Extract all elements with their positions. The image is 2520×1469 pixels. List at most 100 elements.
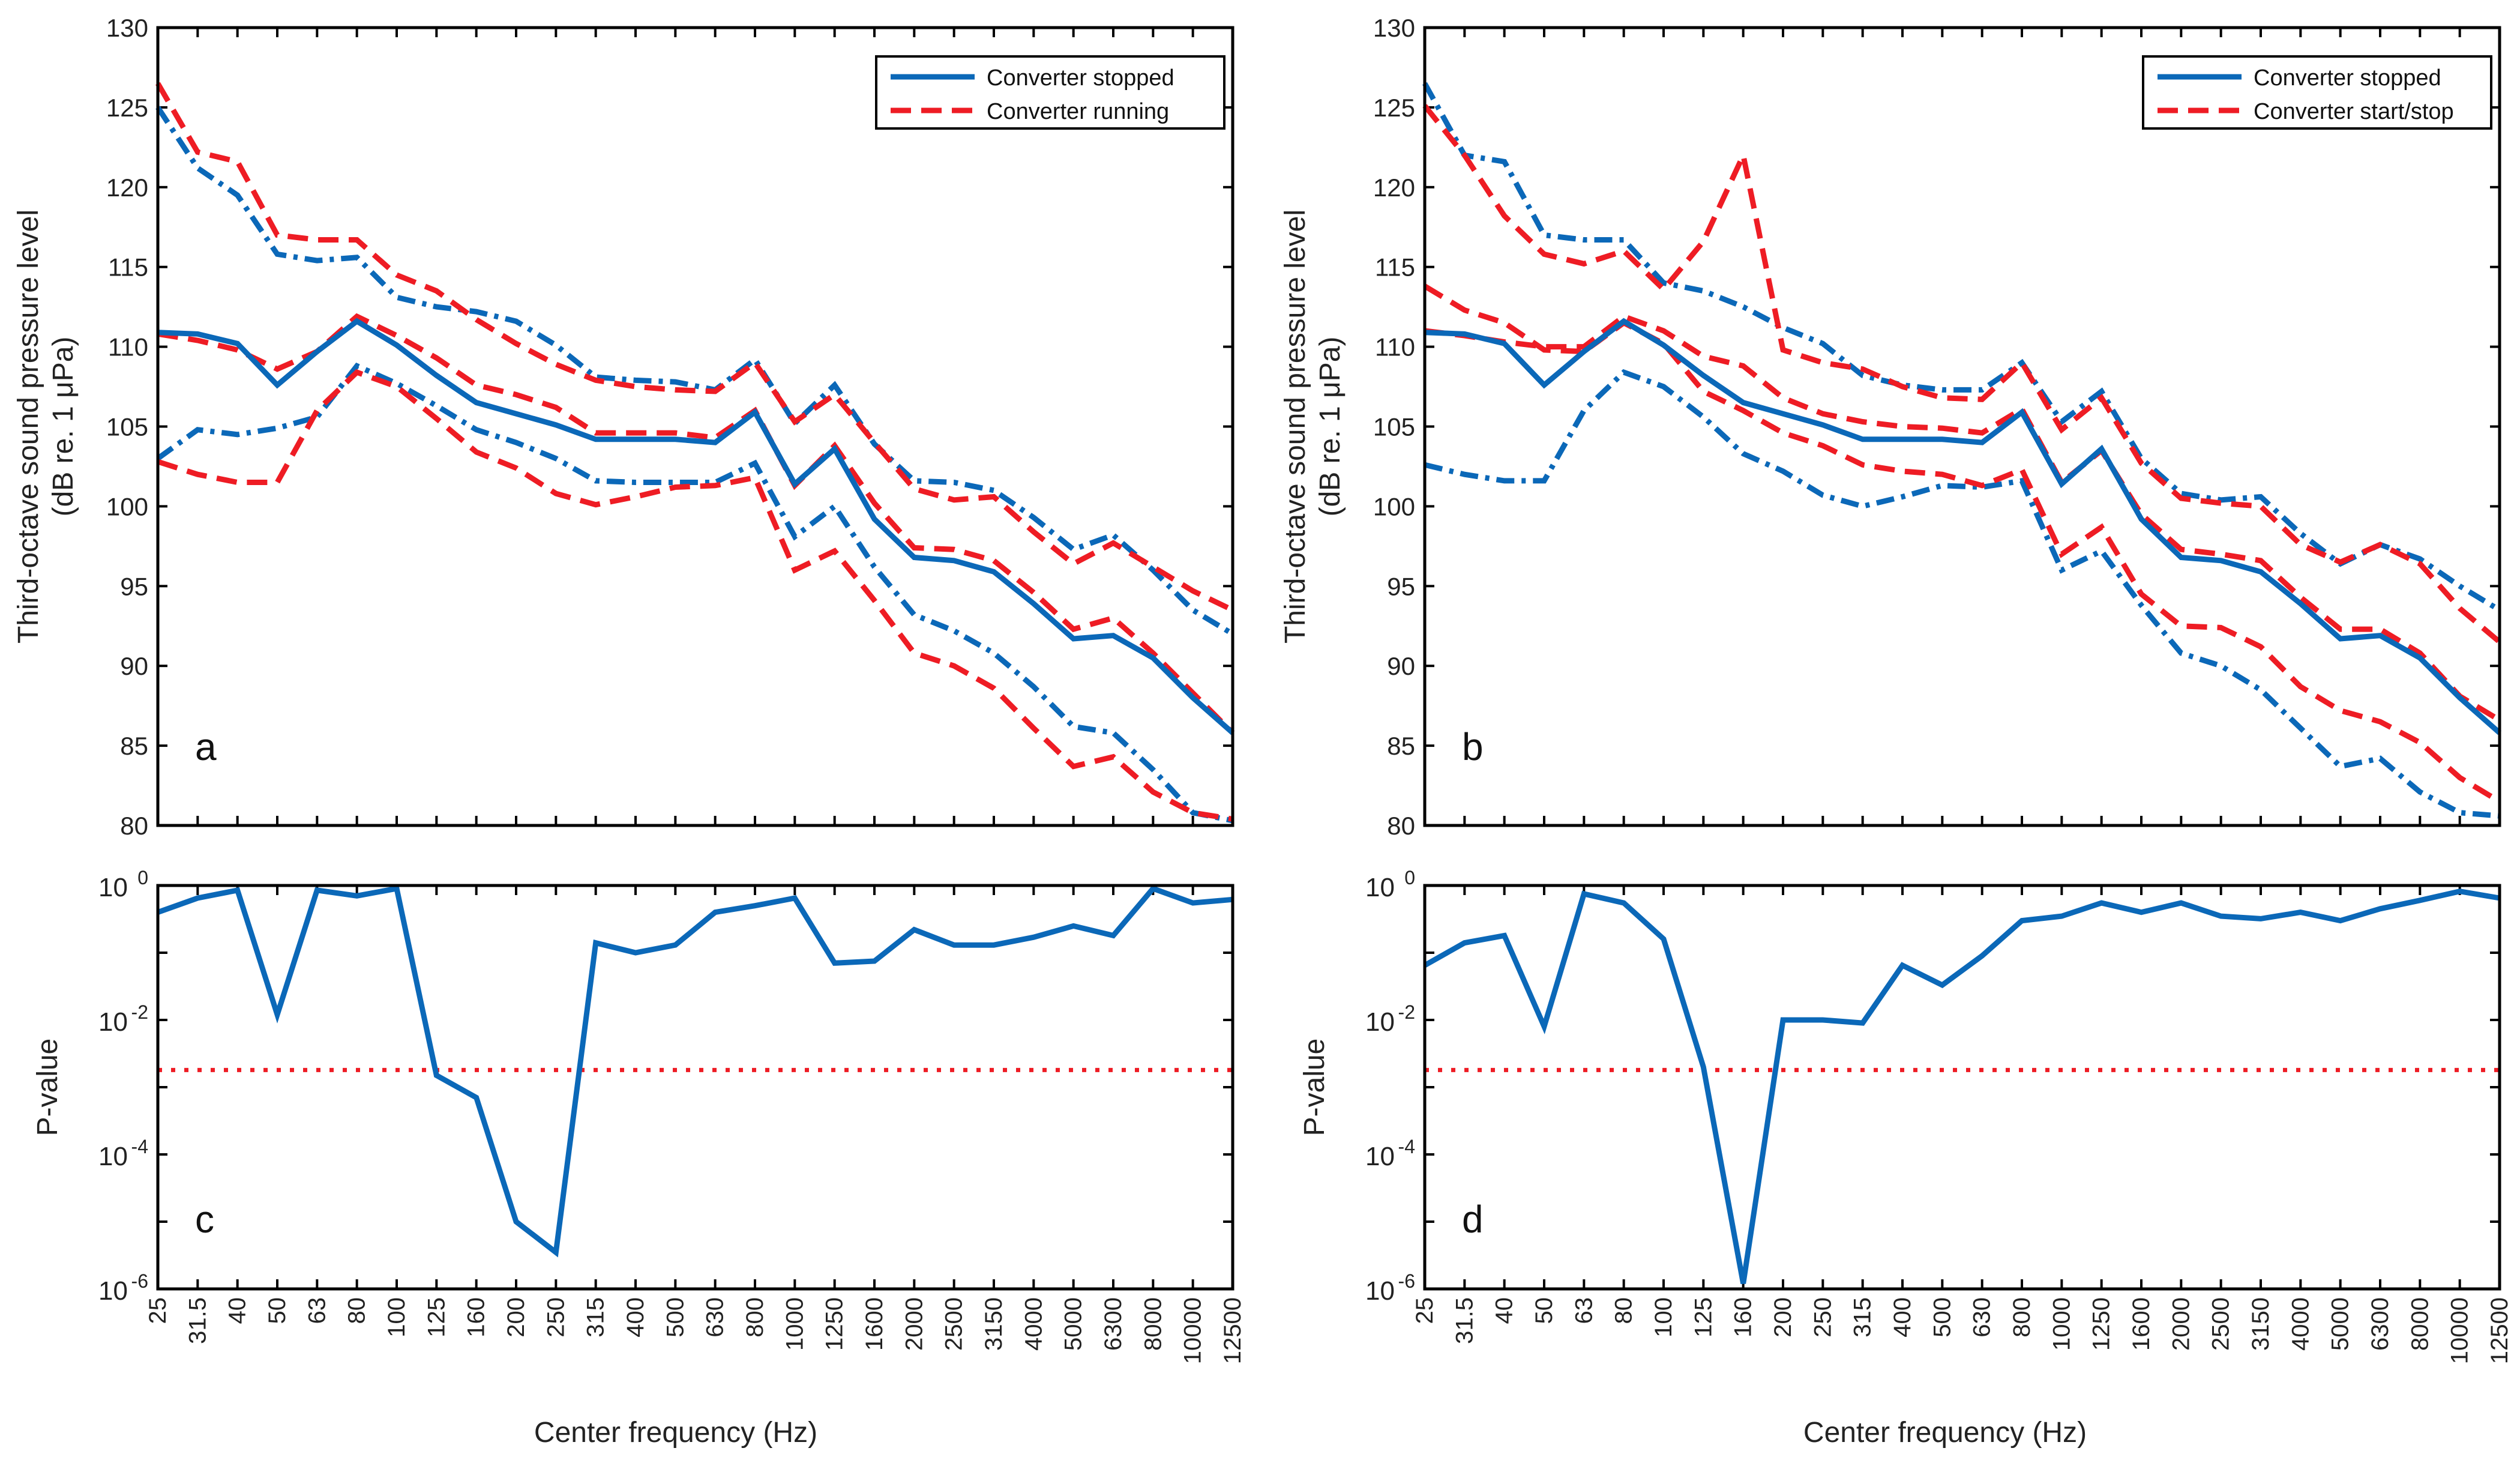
x-tick-label: 250 xyxy=(1809,1297,1836,1338)
series-line-solid xyxy=(157,885,1233,1258)
y-tick-label-exponent: -4 xyxy=(131,1136,148,1157)
x-tick-label: 3150 xyxy=(2248,1297,2274,1351)
series-line-dashed xyxy=(1424,313,2501,723)
x-tick-label: 4000 xyxy=(2287,1297,2314,1351)
x-tick-label: 630 xyxy=(702,1297,729,1338)
x-tick-label: 80 xyxy=(344,1297,370,1324)
x-tick-label: 50 xyxy=(264,1297,290,1324)
panel-letter: b xyxy=(1462,725,1484,768)
x-axis-label-right: Center frequency (Hz) xyxy=(1803,1417,2087,1449)
x-tick-label: 800 xyxy=(742,1297,768,1338)
x-tick-label: 25 xyxy=(145,1297,171,1324)
y-tick-label: 85 xyxy=(120,732,148,760)
legend: Converter stopped Converter running xyxy=(875,55,1225,130)
x-tick-label: 80 xyxy=(1611,1297,1637,1324)
x-tick-label: 2500 xyxy=(2208,1297,2234,1351)
y-tick-label-exponent: -2 xyxy=(1398,1001,1415,1023)
x-tick-label: 125 xyxy=(1690,1297,1716,1338)
y-tick-label-exponent: -6 xyxy=(131,1270,148,1292)
x-tick-label: 400 xyxy=(622,1297,649,1338)
y-tick-label: 90 xyxy=(120,652,148,680)
y-tick-label: 80 xyxy=(1387,812,1415,840)
y-tick-label-exponent: 0 xyxy=(137,867,148,888)
panel-letter: c xyxy=(195,1198,214,1241)
x-tick-label: 8000 xyxy=(2407,1297,2433,1351)
x-tick-label: 100 xyxy=(383,1297,410,1338)
x-tick-label: 500 xyxy=(662,1297,688,1338)
x-tick-label: 40 xyxy=(224,1297,251,1324)
x-tick-label: 500 xyxy=(1929,1297,1955,1338)
plot-frame xyxy=(156,26,1234,827)
x-tick-label: 125 xyxy=(423,1297,450,1338)
x-tick-label: 200 xyxy=(1770,1297,1796,1338)
series-line-dashed xyxy=(157,369,1233,822)
y-tick-label: 110 xyxy=(1375,333,1415,361)
y-tick-label: 80 xyxy=(120,812,148,840)
y-tick-label: 10 xyxy=(98,1007,128,1037)
y-tick-label: 130 xyxy=(106,14,148,42)
y-tick-label: 10 xyxy=(98,1142,128,1171)
x-tick-label: 12500 xyxy=(2486,1297,2513,1364)
y-axis-label-line1: Third-octave sound pressure level xyxy=(13,210,44,644)
y-tick-label: 125 xyxy=(1373,94,1415,122)
y-tick-label: 10 xyxy=(1365,1142,1395,1171)
y-tick-label: 110 xyxy=(108,333,148,361)
x-tick-label: 4000 xyxy=(1020,1297,1047,1351)
panel-a: 80 85 90 95 100 105 110 115 120 125 130 a Third-octa… xyxy=(13,14,1235,840)
y-tick-label: 10 xyxy=(98,873,128,902)
legend-box xyxy=(875,55,1225,130)
y-axis-label-line2: (dB re. 1 μPa) xyxy=(47,337,79,517)
x-axis-label-left: Center frequency (Hz) xyxy=(534,1417,817,1449)
y-tick-label: 85 xyxy=(1387,732,1415,760)
y-tick-label-exponent: -4 xyxy=(1398,1136,1415,1157)
x-tick-label: 5000 xyxy=(1060,1297,1087,1351)
x-tick-label: 31.5 xyxy=(184,1297,211,1344)
x-tick-label: 6300 xyxy=(1100,1297,1126,1351)
x-tick-label: 800 xyxy=(2009,1297,2035,1338)
x-tick-label: 5000 xyxy=(2327,1297,2354,1351)
series-line-dashdot xyxy=(1422,82,2501,613)
y-axis-label-line1: Third-octave sound pressure level xyxy=(1280,210,1311,644)
x-tick-label: 8000 xyxy=(1140,1297,1166,1351)
y-tick-label: 105 xyxy=(106,413,148,441)
series-line-dashdot xyxy=(155,106,1234,636)
y-tick-label: 115 xyxy=(108,253,148,282)
series-line-dashdot xyxy=(156,362,1233,824)
x-tick-label: 160 xyxy=(1730,1297,1757,1338)
legend-label: Converter running xyxy=(987,99,1169,124)
x-tick-label: 6300 xyxy=(2367,1297,2393,1351)
x-tick-label: 1250 xyxy=(2088,1297,2115,1351)
panel-letter: d xyxy=(1462,1198,1484,1241)
legend-label: Converter stopped xyxy=(987,65,1174,91)
x-tick-label: 40 xyxy=(1491,1297,1518,1324)
x-tick-label: 1000 xyxy=(781,1297,808,1351)
y-axis-label: P-value xyxy=(32,1039,64,1136)
x-tick-label: 1250 xyxy=(822,1297,848,1351)
series-line-solid xyxy=(157,318,1234,735)
x-tick-label: 2500 xyxy=(941,1297,967,1351)
x-tick-label: 3150 xyxy=(981,1297,1007,1351)
legend-label: Converter stopped xyxy=(2254,65,2441,91)
plot-frame xyxy=(156,884,1234,1291)
y-tick-label: 90 xyxy=(1387,652,1415,680)
y-tick-label: 10 xyxy=(1365,1276,1395,1306)
y-tick-label: 10 xyxy=(1365,873,1395,902)
y-tick-label: 120 xyxy=(1373,173,1415,202)
series-line-solid xyxy=(1423,888,2500,1284)
series-line-dashed xyxy=(1422,104,2501,644)
x-tick-label: 1600 xyxy=(2128,1297,2155,1351)
legend-label: Converter start/stop xyxy=(2254,99,2454,124)
series-line-dashdot xyxy=(1424,369,2500,819)
y-axis-label: P-value xyxy=(1299,1039,1331,1136)
y-tick-label: 10 xyxy=(98,1276,128,1306)
y-axis-label-line2: (dB re. 1 μPa) xyxy=(1314,337,1346,517)
y-tick-label-exponent: -2 xyxy=(131,1001,148,1023)
plot-frame xyxy=(1423,884,2501,1291)
x-tick-label: 400 xyxy=(1889,1297,1916,1338)
x-tick-label: 63 xyxy=(1571,1297,1597,1324)
y-tick-label: 100 xyxy=(106,492,148,520)
y-tick-label: 95 xyxy=(120,572,148,600)
y-tick-label: 10 xyxy=(1365,1007,1395,1037)
y-tick-label: 105 xyxy=(1373,413,1415,441)
